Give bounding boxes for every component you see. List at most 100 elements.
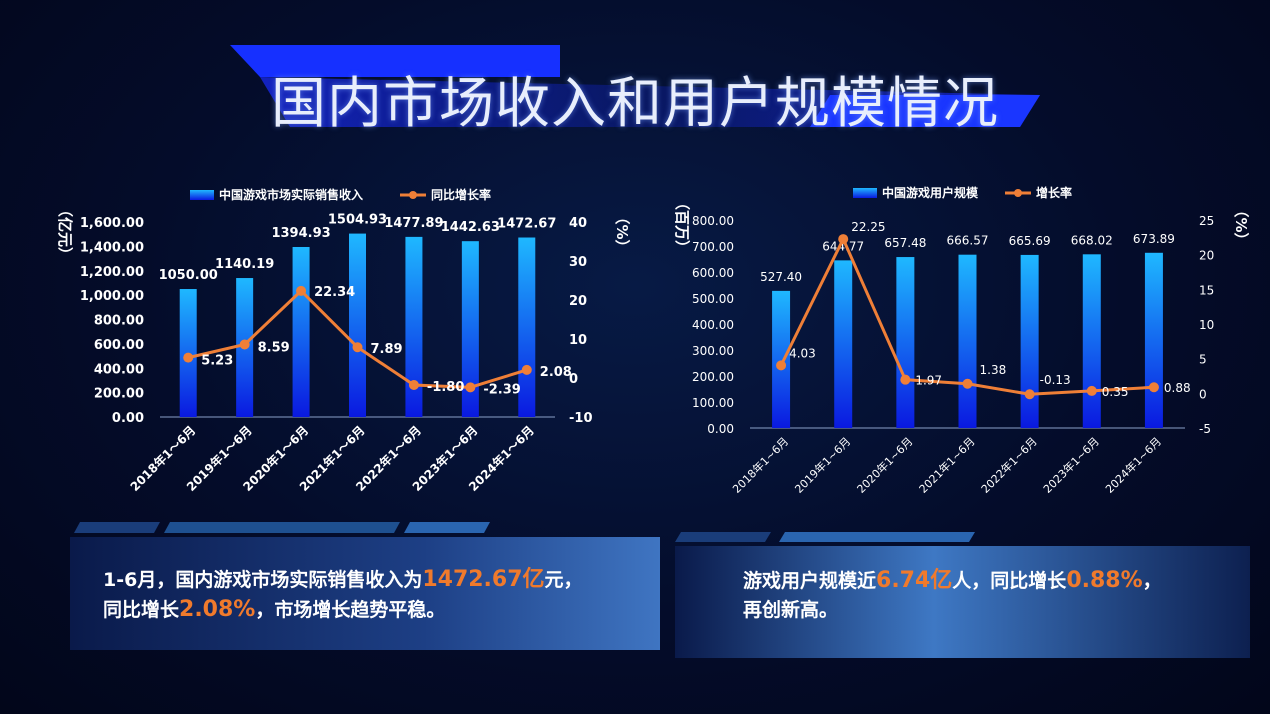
y2-axis-tick-label: 20: [1199, 249, 1214, 263]
y-axis-tick-label: 1,600.00: [80, 216, 144, 231]
summary-right-text: 游戏用户规模近: [743, 570, 877, 592]
bar-value-label: 673.89: [1133, 232, 1175, 246]
y-axis-tick-label: 1,000.00: [80, 289, 144, 304]
bar-value-label: 1140.19: [215, 257, 274, 272]
x-category-label: 2024年1~6月: [1102, 434, 1164, 496]
summary-right-text: 人，同比增长: [952, 570, 1067, 592]
y2-axis-tick-label: -5: [1199, 422, 1211, 436]
growth-value-label: 22.34: [314, 285, 355, 300]
y-axis-tick-label: 200.00: [692, 370, 734, 384]
growth-point: [296, 285, 307, 296]
bar-value-label: 1442.63: [441, 220, 500, 235]
growth-point: [776, 360, 787, 371]
x-category-label: 2019年1~6月: [792, 434, 854, 496]
bar-value-label: 1472.67: [497, 217, 556, 232]
bar: [292, 246, 310, 417]
bar: [834, 260, 853, 428]
legend-bar-label: 中国游戏用户规模: [882, 185, 979, 200]
bar-value-label: 527.40: [760, 270, 802, 284]
y2-axis-tick-label: 0: [1199, 387, 1207, 401]
y2-axis-tick-label: 5: [1199, 353, 1207, 367]
users-highlight: 6.74亿: [876, 568, 953, 593]
y-axis-tick-label: 800.00: [692, 214, 734, 228]
y-axis-tick-label: 0.00: [707, 422, 734, 436]
users-growth-highlight: 0.88%: [1066, 568, 1143, 593]
growth-point: [239, 339, 250, 350]
growth-point: [408, 380, 419, 391]
y-axis-tick-label: 800.00: [94, 314, 144, 329]
legend-line-marker: [1014, 189, 1022, 197]
bar: [896, 257, 915, 428]
x-category-label: 2018年1~6月: [730, 434, 792, 496]
y-axis-tick-label: 0.00: [112, 411, 144, 426]
y2-axis-tick-label: 15: [1199, 283, 1214, 297]
bar: [1020, 254, 1039, 428]
summary-left-text: 1-6月，国内游戏市场实际销售收入为: [103, 569, 423, 591]
y-axis-tick-label: 600.00: [692, 266, 734, 280]
y-axis-tick-label: 600.00: [94, 338, 144, 353]
summary-text-right: 游戏用户规模近6.74亿人，同比增长0.88%， 再创新高。: [743, 566, 1243, 625]
bar-value-label: 668.02: [1071, 233, 1113, 247]
growth-highlight: 2.08%: [179, 597, 256, 622]
revenue-chart: 中国游戏市场实际销售收入 同比增长率 0.00 200.00 400.00 600.00 8…: [56, 187, 631, 494]
growth-point: [838, 234, 849, 245]
y-axis-title: （百万）: [673, 195, 691, 255]
y2-axis-tick-label: 30: [569, 255, 587, 270]
legend-bar-label: 中国游戏市场实际销售收入: [219, 187, 363, 202]
growth-value-label: 2.08: [540, 365, 572, 380]
growth-value-label: -0.13: [1040, 373, 1071, 387]
y-axis-tick-label: 300.00: [692, 344, 734, 358]
growth-point: [1024, 389, 1035, 400]
x-category-label: 2021年1~6月: [916, 434, 978, 496]
y2-axis-title: （%）: [1232, 202, 1250, 247]
summary-right-text: 再创新高。: [743, 599, 839, 621]
legend-line-marker: [409, 191, 417, 199]
x-category-label: 2022年1~6月: [978, 434, 1040, 496]
bar: [349, 233, 366, 417]
y-axis-tick-label: 500.00: [692, 292, 734, 306]
growth-value-label: 5.23: [201, 354, 233, 369]
y-axis-tick-label: 100.00: [692, 396, 734, 410]
summary-right-text: ，: [1142, 570, 1162, 592]
y2-axis-tick-label: 25: [1199, 214, 1214, 228]
bar: [958, 254, 977, 428]
bar-value-label: 665.69: [1009, 234, 1051, 248]
bar-value-label: 657.48: [884, 236, 926, 250]
growth-value-label: 0.35: [1102, 385, 1129, 399]
summary-left-text: 同比增长: [103, 599, 180, 621]
legend-line-label: 同比增长率: [431, 187, 491, 202]
bar-value-label: 1477.89: [384, 216, 443, 231]
y2-axis-tick-label: 40: [569, 216, 587, 231]
legend-bar-swatch: [190, 190, 214, 200]
bar: [1082, 254, 1101, 428]
x-category-label: 2023年1~6月: [1040, 434, 1102, 496]
bar-value-label: 1504.93: [328, 213, 387, 228]
bar: [1144, 252, 1163, 428]
growth-point: [465, 382, 476, 393]
y2-axis-tick-label: 10: [1199, 318, 1214, 332]
y-axis-tick-label: 1,400.00: [80, 240, 144, 255]
bar-value-label: 666.57: [947, 234, 989, 248]
y-axis-tick-label: 700.00: [692, 240, 734, 254]
bar-value-label: 644.77: [822, 239, 864, 253]
y-axis-tick-label: 1,200.00: [80, 265, 144, 280]
legend-bar-swatch: [853, 188, 877, 198]
growth-value-label: 1.38: [980, 363, 1007, 377]
growth-value-label: 4.03: [789, 346, 816, 360]
growth-value-label: -1.80: [427, 380, 464, 395]
growth-point: [183, 352, 194, 363]
growth-point: [352, 342, 363, 353]
summary-text-left: 1-6月，国内游戏市场实际销售收入为1472.67亿元， 同比增长2.08%，市…: [103, 565, 643, 625]
y2-axis-tick-label: 0: [569, 372, 578, 387]
y-axis-tick-label: 400.00: [94, 362, 144, 377]
summary-panel-left: [70, 522, 660, 650]
growth-point: [900, 374, 911, 385]
page-title: 国内市场收入和用户规模情况: [270, 71, 999, 135]
growth-point: [1148, 382, 1159, 393]
y2-axis-tick-label: -10: [569, 411, 593, 426]
summary-panel-right: [675, 532, 1250, 658]
bar: [772, 290, 791, 428]
x-category-label: 2020年1~6月: [854, 434, 916, 496]
growth-value-label: 22.25: [851, 220, 885, 234]
